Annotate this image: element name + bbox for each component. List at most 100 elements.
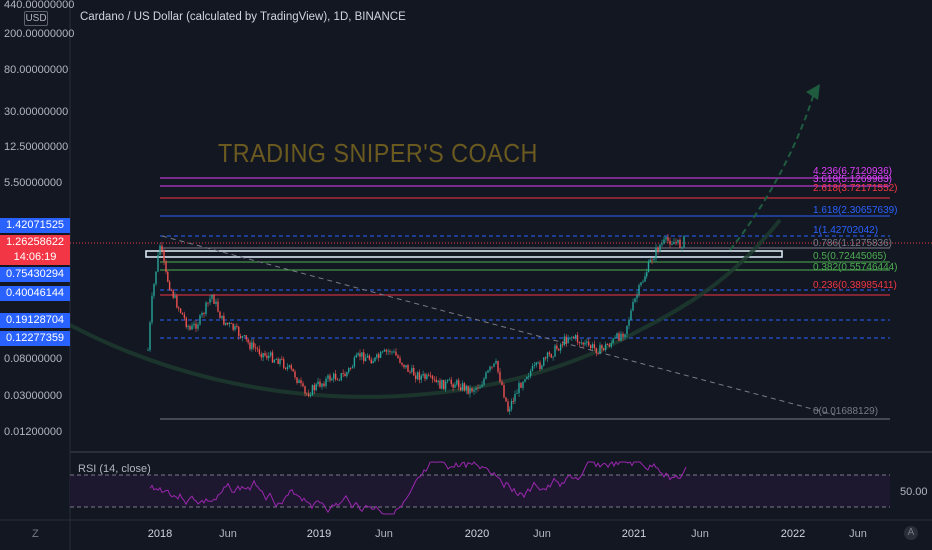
candle-body: [319, 381, 321, 387]
time-tick: 2020: [464, 528, 490, 540]
candle-body: [283, 359, 285, 368]
candle-body: [426, 374, 428, 379]
candle-body: [646, 272, 648, 277]
cup-curve[interactable]: [69, 218, 782, 399]
candle-body: [311, 385, 314, 396]
candle-body: [673, 242, 675, 245]
candle-body: [653, 258, 655, 261]
candle-body: [537, 362, 539, 364]
candle-body: [495, 360, 497, 364]
auto-scale-button[interactable]: A: [904, 526, 918, 540]
time-tick: 2018: [147, 528, 173, 540]
projection-curve[interactable]: [729, 89, 816, 251]
price-label: 12.50000000: [4, 141, 69, 153]
candle-body: [387, 350, 389, 352]
candle-body: [308, 393, 310, 397]
candle-body: [389, 350, 391, 352]
candle-body: [651, 259, 653, 261]
rsi-band: [70, 475, 890, 507]
candle-body: [165, 261, 167, 272]
time-tick: 2019: [306, 528, 332, 540]
resistance-zone[interactable]: [145, 250, 783, 258]
candle-body: [458, 380, 460, 388]
candle-body: [510, 401, 513, 410]
candle-body: [268, 355, 270, 359]
candle-body: [649, 259, 651, 262]
candle-body: [616, 333, 618, 338]
candle-body: [667, 237, 669, 241]
candle-body: [199, 315, 201, 325]
candle-body: [338, 380, 341, 381]
timezone-button[interactable]: Z: [32, 528, 39, 540]
candle-body: [642, 281, 644, 283]
candle-body: [424, 373, 426, 379]
candle-body: [277, 359, 279, 364]
price-box-level: 0.12277359: [0, 331, 70, 346]
candle-body: [665, 237, 667, 240]
candle-body: [325, 378, 327, 387]
candle-body: [170, 289, 173, 291]
currency-badge[interactable]: USD: [24, 11, 48, 26]
price-label: 80.00000000: [4, 64, 69, 76]
candlestick-series: [147, 233, 685, 415]
fib-lines: [160, 177, 890, 420]
candle-body: [157, 254, 159, 272]
candle-body: [306, 393, 308, 395]
candle-body: [671, 244, 673, 245]
candle-body: [546, 352, 549, 359]
candle-body: [418, 372, 421, 380]
candle-body: [300, 380, 302, 384]
candle-body: [544, 357, 547, 359]
candle-body: [298, 380, 300, 384]
candle-body: [586, 341, 588, 343]
price-label: 5.50000000: [4, 177, 63, 189]
candle-body: [446, 380, 449, 382]
candle-body: [378, 354, 380, 358]
candle-body: [353, 357, 356, 367]
candle-body: [254, 347, 257, 349]
candle-body: [234, 326, 236, 330]
candle-body: [526, 376, 528, 380]
candle-body: [576, 335, 579, 343]
candle-body: [554, 345, 556, 357]
candle-body: [393, 351, 395, 353]
candle-body: [368, 355, 371, 360]
candle-body: [238, 326, 240, 337]
candle-body: [251, 342, 253, 350]
candle-body: [346, 372, 348, 377]
candle-body: [450, 379, 452, 385]
candle-body: [258, 349, 261, 355]
candle-body: [677, 239, 679, 243]
candle-body: [266, 355, 268, 359]
candle-body: [561, 344, 564, 346]
candle-body: [321, 383, 323, 387]
candle-body: [344, 373, 346, 377]
fib-label: 0.236(0.38985411): [813, 280, 897, 291]
candle-body: [189, 326, 191, 330]
candle-body: [433, 378, 436, 380]
candle-body: [608, 344, 611, 347]
candle-body: [359, 353, 361, 357]
candle-body: [459, 387, 462, 391]
candle-body: [593, 344, 596, 348]
candle-body: [241, 336, 244, 338]
trend-line[interactable]: [161, 235, 836, 416]
candle-body: [522, 381, 524, 388]
fib-label: 1(1.42702042): [813, 225, 879, 236]
candle-body: [407, 365, 409, 372]
candle-body: [622, 333, 624, 337]
candle-body: [632, 302, 634, 311]
candle-body: [475, 387, 477, 391]
candle-body: [485, 372, 487, 379]
candle-body: [509, 409, 511, 412]
candle-body: [363, 352, 365, 362]
candle-body: [379, 352, 382, 358]
rsi-indicator-label[interactable]: RSI (14, close): [78, 463, 151, 475]
fib-label: 4.236(6.7120936): [813, 166, 892, 177]
candle-body: [569, 337, 571, 339]
candle-body: [437, 380, 439, 383]
candle-body: [420, 375, 422, 380]
candle-body: [163, 250, 165, 262]
candle-body: [548, 352, 551, 355]
